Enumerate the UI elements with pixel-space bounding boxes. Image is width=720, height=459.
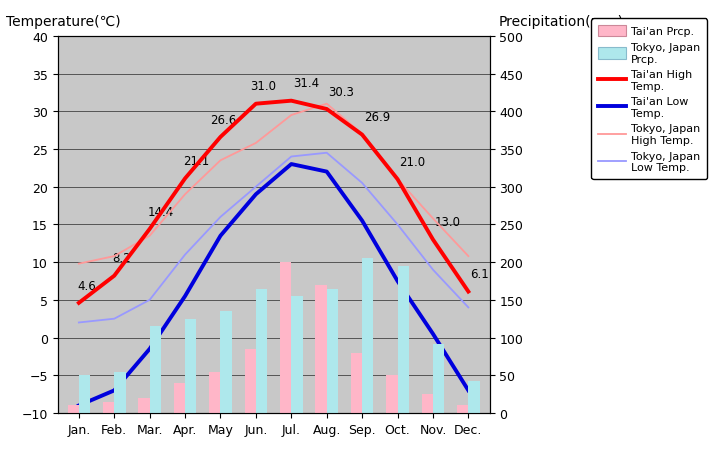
Text: 21.1: 21.1	[184, 155, 210, 168]
Bar	[256, 289, 267, 413]
Text: 26.6: 26.6	[210, 113, 236, 126]
Bar	[327, 289, 338, 413]
Bar	[422, 394, 433, 413]
Text: 8.2: 8.2	[112, 252, 131, 265]
Text: 26.9: 26.9	[364, 111, 390, 124]
Text: Precipitation(mm): Precipitation(mm)	[498, 15, 624, 29]
Text: Temperature(℃): Temperature(℃)	[6, 15, 120, 29]
Legend: Tai'an Prcp., Tokyo, Japan
Prcp., Tai'an High
Temp., Tai'an Low
Temp., Tokyo, Ja: Tai'an Prcp., Tokyo, Japan Prcp., Tai'an…	[591, 19, 707, 179]
Bar	[185, 319, 197, 413]
Bar	[468, 381, 480, 413]
Text: 31.4: 31.4	[293, 77, 319, 90]
Bar	[220, 312, 232, 413]
Bar	[457, 406, 468, 413]
Text: 4.6: 4.6	[77, 279, 96, 292]
Text: 6.1: 6.1	[470, 268, 489, 280]
Bar	[68, 406, 79, 413]
Bar	[245, 349, 256, 413]
Bar	[315, 285, 327, 413]
Text: 30.3: 30.3	[328, 85, 354, 98]
Bar	[103, 402, 114, 413]
Bar	[209, 372, 220, 413]
Bar	[174, 383, 185, 413]
Bar	[150, 326, 161, 413]
Bar	[280, 263, 292, 413]
Bar	[397, 266, 409, 413]
Bar	[351, 353, 362, 413]
Bar	[433, 344, 444, 413]
Text: 14.4: 14.4	[148, 205, 174, 218]
Text: 31.0: 31.0	[251, 80, 276, 93]
Text: 21.0: 21.0	[400, 156, 426, 168]
Bar	[362, 259, 374, 413]
Bar	[138, 398, 150, 413]
Bar	[386, 375, 397, 413]
Bar	[114, 372, 125, 413]
Bar	[79, 375, 90, 413]
Text: 13.0: 13.0	[435, 216, 461, 229]
Bar	[292, 297, 302, 413]
